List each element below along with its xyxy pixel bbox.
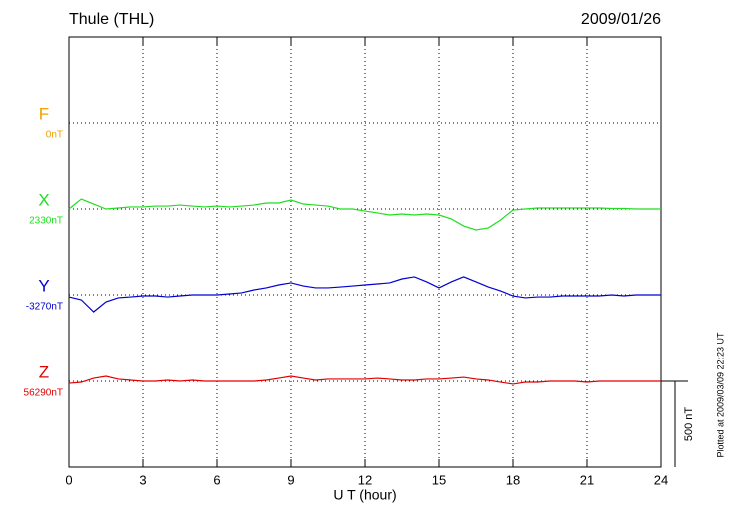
trace-line [68,198,661,231]
baseline-label: 56290nT [24,388,63,399]
baseline-label: 0nT [46,130,63,141]
x-tick-label: 0 [65,472,72,487]
x-tick-label: 21 [580,472,594,487]
x-tick-label: 15 [432,472,446,487]
baseline-label: 2330nT [29,216,63,227]
x-tick-label: 18 [506,472,520,487]
x-axis-label: U T (hour) [333,487,396,503]
scale-bar-label: 500 nT [683,407,695,442]
trace-line [68,375,661,385]
series-name: Y [38,276,49,295]
series-name: F [39,104,49,123]
baseline-label: -3270nT [26,302,63,313]
chart-date: 2009/01/26 [581,11,661,28]
trace-line [68,276,661,313]
x-tick-label: 24 [654,472,668,487]
chart-title: Thule (THL) [69,11,154,28]
x-tick-label: 3 [139,472,146,487]
series-name: Z [39,362,49,381]
plotted-note: Plotted at 2009/03/09 22:23 UT [715,332,725,458]
x-tick-label: 12 [358,472,372,487]
x-tick-label: 6 [213,472,220,487]
x-tick-label: 9 [287,472,294,487]
series-name: X [38,190,49,209]
